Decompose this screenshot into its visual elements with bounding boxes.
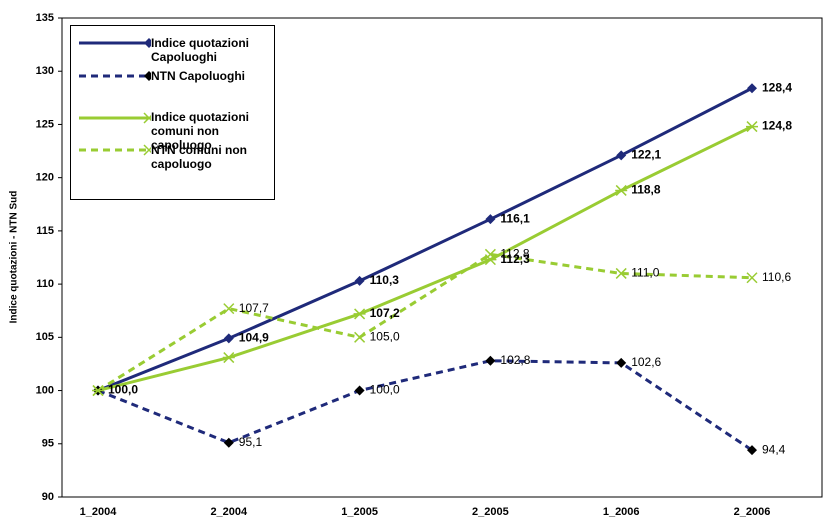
data-label: 112,8 [500, 246, 529, 260]
data-label: 102,6 [631, 355, 661, 369]
y-tick-label: 90 [42, 491, 54, 503]
y-tick-label: 135 [36, 12, 54, 24]
legend-item: Indice quotazioni comuni non capoluogo [71, 106, 276, 152]
point [143, 144, 151, 156]
point [484, 254, 497, 266]
point [747, 83, 757, 94]
legend-swatch [79, 144, 151, 156]
series-line [97, 359, 753, 452]
x-tick-label: 2_2004 [210, 506, 248, 518]
legend-label: NTN comuni non capoluogo [151, 143, 247, 171]
x-tick-label: 2_2006 [734, 506, 771, 518]
data-label: 100,0 [108, 383, 138, 397]
data-label: 116,1 [500, 211, 530, 225]
legend-label: Indice quotazioni Capoluoghi [151, 36, 249, 64]
data-label: 124,8 [762, 119, 792, 133]
point [354, 331, 366, 343]
point [616, 150, 627, 161]
data-label: 100,0 [370, 383, 400, 397]
y-tick-label: 100 [36, 384, 54, 396]
legend-swatch [79, 112, 151, 124]
point [485, 355, 496, 366]
legend-item: NTN comuni non capoluogo [71, 138, 276, 171]
series-line [97, 252, 753, 392]
point [616, 357, 627, 368]
legend-label: Indice quotazioni comuni non capoluogo [151, 110, 249, 152]
x-tick-label: 1_2006 [603, 506, 640, 518]
plot-frame [61, 17, 823, 498]
data-label: 110,3 [370, 273, 400, 287]
point [222, 352, 235, 364]
data-label: 102,8 [500, 353, 530, 367]
point [223, 333, 234, 344]
y-axis-label: Indice quotazioni - NTN Sud [9, 191, 20, 324]
y-tick-label: 125 [36, 118, 54, 130]
point [353, 308, 366, 320]
point [144, 38, 151, 48]
x-tick-label: 1_2005 [341, 506, 378, 518]
data-label: 118,8 [631, 183, 661, 197]
y-tick-label: 95 [42, 438, 54, 450]
legend: Indice quotazioni Capoluoghi NTN Capoluog… [70, 25, 275, 200]
data-label: 111,0 [631, 266, 660, 280]
x-tick-label: 1_2004 [80, 506, 118, 518]
point [354, 275, 365, 286]
data-label: 112,3 [500, 252, 530, 266]
point [484, 248, 496, 260]
data-label: 95,1 [239, 435, 263, 449]
data-label: 107,7 [239, 301, 269, 315]
data-label: 110,6 [762, 270, 791, 284]
legend-item: Indice quotazioni Capoluoghi [71, 31, 276, 64]
y-tick-label: 120 [36, 172, 54, 184]
point [92, 385, 104, 397]
point [615, 267, 627, 279]
point [747, 445, 757, 456]
data-label: 122,1 [631, 147, 661, 161]
data-label: 105,0 [370, 330, 400, 344]
point [485, 214, 496, 225]
point [144, 71, 151, 81]
y-tick-label: 115 [36, 225, 54, 237]
y-tick-label: 130 [36, 65, 54, 77]
point [746, 121, 758, 133]
series-line [97, 86, 753, 392]
data-label: 128,4 [762, 80, 792, 94]
y-tick-label: 110 [36, 278, 54, 290]
point [615, 184, 628, 196]
point [143, 112, 151, 124]
legend-swatch [79, 38, 151, 48]
data-label: 107,2 [370, 306, 400, 320]
point [223, 437, 234, 448]
legend-swatch [79, 71, 151, 81]
legend-item: NTN Capoluoghi [71, 64, 276, 94]
point [746, 272, 758, 284]
x-tick-label: 2_2005 [472, 506, 509, 518]
data-label: 104,9 [239, 331, 269, 345]
series-line [97, 125, 753, 393]
data-label: 94,4 [762, 442, 786, 456]
y-tick-label: 105 [36, 331, 54, 343]
point [223, 303, 235, 315]
legend-label: NTN Capoluoghi [151, 69, 245, 83]
point [354, 385, 365, 396]
